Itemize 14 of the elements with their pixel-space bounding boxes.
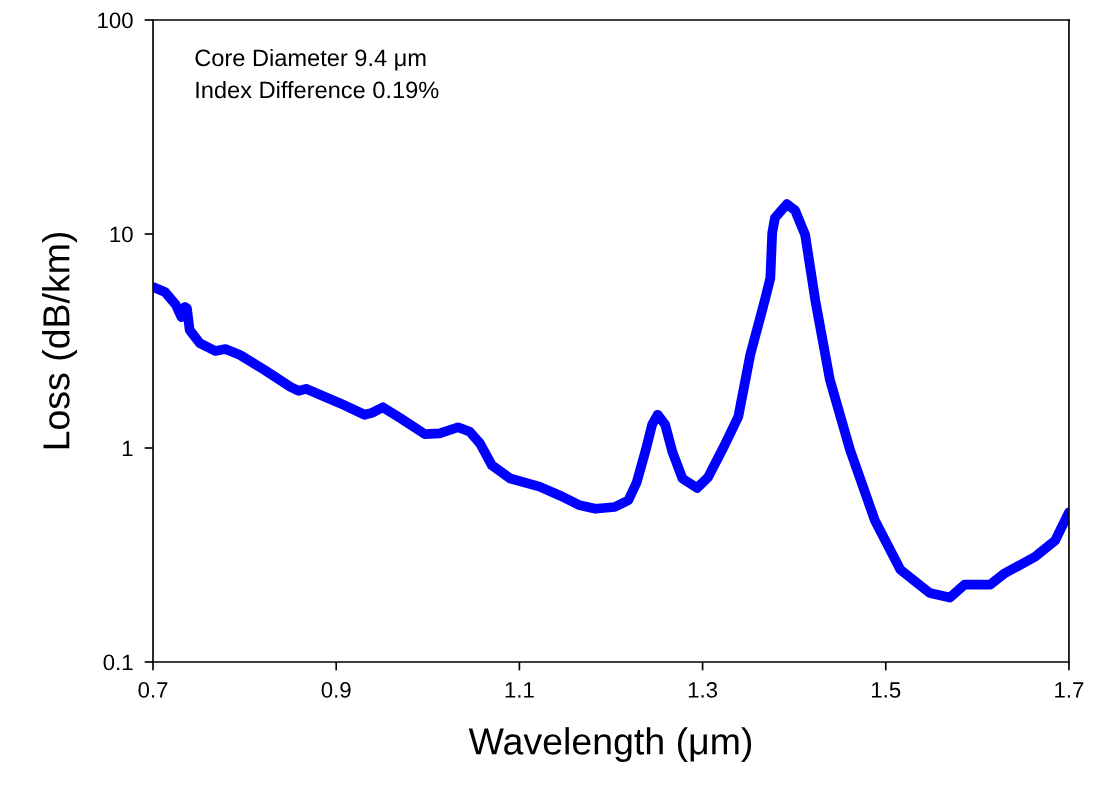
y-tick-label: 0.1 [103, 654, 133, 671]
x-axis-title: Wavelength (μm) [468, 727, 752, 763]
x-tick-label: 1.7 [1055, 682, 1084, 698]
x-tick-label: 1.3 [688, 682, 718, 698]
annotation: Core Diameter 9.4 μm [195, 48, 426, 71]
y-tick-label: 10 [110, 226, 133, 243]
x-tick-label: 0.7 [138, 682, 168, 698]
y-tick-label: 100 [98, 12, 133, 29]
x-tick-label: 0.9 [321, 682, 351, 698]
x-tick-label: 1.1 [505, 682, 534, 698]
y-axis-title: Loss (dB/km) [42, 232, 78, 449]
annotation: Index Difference 0.19% [196, 80, 439, 99]
y-tick-label: 1 [122, 440, 133, 457]
x-tick-label: 1.5 [872, 682, 901, 698]
